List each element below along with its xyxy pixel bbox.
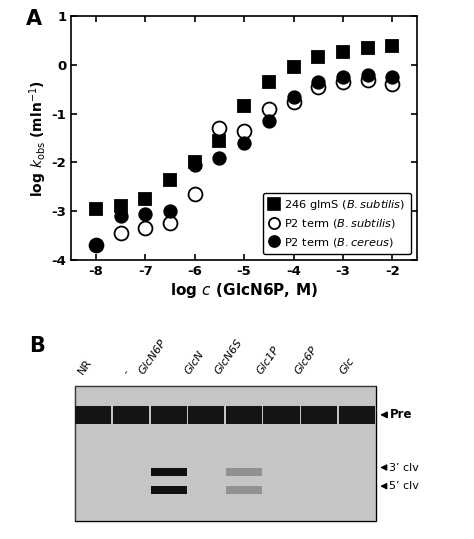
Text: -: - <box>120 368 131 376</box>
Bar <box>74 385 375 521</box>
Text: NR: NR <box>76 357 93 376</box>
Bar <box>338 406 375 424</box>
Bar <box>151 406 187 424</box>
Bar <box>301 385 338 521</box>
Bar <box>151 467 187 475</box>
Text: 5’ clv: 5’ clv <box>390 481 419 491</box>
Bar <box>187 385 225 521</box>
X-axis label: log $c$ (GlcN6P, M): log $c$ (GlcN6P, M) <box>170 281 318 300</box>
Bar <box>188 406 224 424</box>
Text: Glc: Glc <box>338 356 357 376</box>
Bar <box>338 385 375 521</box>
Text: Glc1P: Glc1P <box>255 344 282 376</box>
Text: 3’ clv: 3’ clv <box>390 462 419 473</box>
Bar <box>301 406 337 424</box>
Y-axis label: log $k_{\rm obs}$ (mln$^{-1}$): log $k_{\rm obs}$ (mln$^{-1}$) <box>27 80 49 197</box>
Text: GlcN: GlcN <box>183 349 206 376</box>
Bar <box>226 406 262 424</box>
Bar <box>226 467 262 475</box>
Bar <box>226 486 262 494</box>
Bar <box>112 385 150 521</box>
Bar <box>225 385 263 521</box>
Text: GlcN6P: GlcN6P <box>137 338 169 376</box>
Text: GlcN6S: GlcN6S <box>212 337 244 376</box>
Text: Glc6P: Glc6P <box>293 344 319 376</box>
Text: Pre: Pre <box>390 409 412 421</box>
Bar <box>151 486 187 494</box>
Bar <box>74 385 112 521</box>
Bar <box>263 385 301 521</box>
Bar <box>75 406 111 424</box>
Bar <box>150 385 187 521</box>
Text: A: A <box>26 9 42 29</box>
Bar <box>264 406 300 424</box>
Legend: 246 glmS ($\it{B. subtilis}$), P2 term ($\it{B. subtilis}$), P2 term ($\it{B. ce: 246 glmS ($\it{B. subtilis}$), P2 term (… <box>263 192 411 254</box>
Bar <box>113 406 149 424</box>
Text: B: B <box>29 336 46 356</box>
